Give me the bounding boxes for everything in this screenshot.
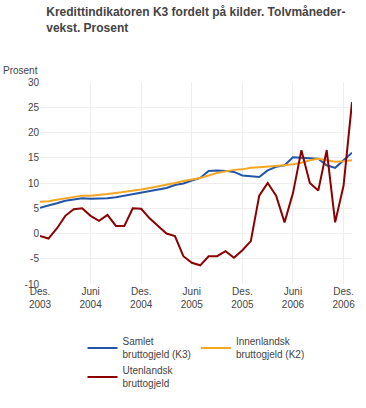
svg-text:-5: -5 xyxy=(30,253,39,264)
svg-text:Samletbruttogjeld (K3): Samletbruttogjeld (K3) xyxy=(123,336,191,360)
svg-text:Prosent: Prosent xyxy=(3,65,38,76)
svg-text:Juni2006: Juni2006 xyxy=(282,286,305,310)
svg-text:Juni2005: Juni2005 xyxy=(181,286,204,310)
svg-text:5: 5 xyxy=(33,203,39,214)
svg-text:Kredittindikatoren K3 fordelt: Kredittindikatoren K3 fordelt på kilder.… xyxy=(46,5,345,35)
svg-text:10: 10 xyxy=(28,178,40,189)
svg-text:Utenlandskbruttogjeld: Utenlandskbruttogjeld xyxy=(123,365,174,389)
svg-text:20: 20 xyxy=(28,127,40,138)
svg-text:Innenlandskbruttogjeld (K2): Innenlandskbruttogjeld (K2) xyxy=(236,336,304,360)
svg-text:0: 0 xyxy=(33,228,39,239)
svg-text:Des.2004: Des.2004 xyxy=(130,286,153,310)
svg-text:Des.2005: Des.2005 xyxy=(231,286,254,310)
svg-text:Des.2003: Des.2003 xyxy=(29,286,52,310)
svg-text:25: 25 xyxy=(28,102,40,113)
svg-text:30: 30 xyxy=(28,77,40,88)
svg-text:Juni2004: Juni2004 xyxy=(79,286,102,310)
svg-text:Des.2006: Des.2006 xyxy=(332,286,355,310)
svg-text:15: 15 xyxy=(28,152,40,163)
svg-text:-10: -10 xyxy=(25,279,40,290)
